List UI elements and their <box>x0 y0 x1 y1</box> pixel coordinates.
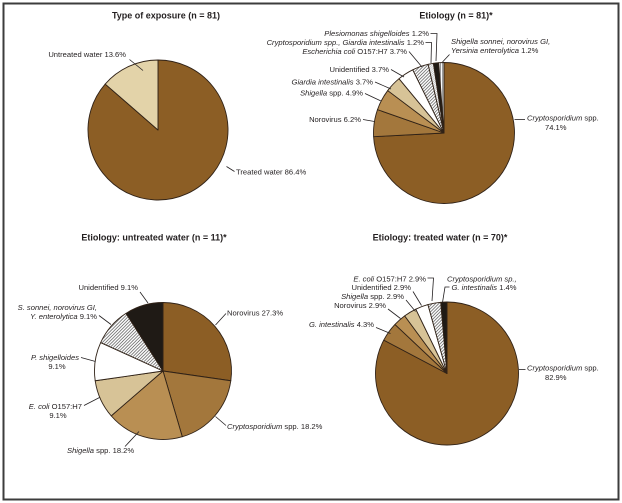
slice-label-3-6: 82.9% <box>545 373 567 382</box>
slice-label-1-3: Unidentified 3.7% <box>329 65 389 74</box>
slice-label-1-5: Shigella spp. 4.9% <box>300 89 363 98</box>
slice-label-1-2: Escherichia coli O157:H7 3.7% <box>302 47 407 56</box>
slice-label-2-5: Cryptosporidium spp. 18.2% <box>227 422 323 431</box>
pie-chart-type-of-exposure: Type of exposure (n = 81) Untreated wate… <box>48 11 306 201</box>
slice-label-2-6: Norovirus 27.3% <box>227 309 283 318</box>
leader-line-3-1 <box>412 291 422 306</box>
pie-slice-2-1 <box>162 370 232 438</box>
pie-slice-0-1 <box>104 59 159 131</box>
slice-label-3-0: E. coli O157:H7 2.9% <box>353 275 426 284</box>
pie-slice-1-8 <box>438 62 445 134</box>
slice-label-2-0: Unidentified 9.1% <box>78 283 138 292</box>
leader-line-3-0 <box>427 277 434 302</box>
pie-slice-3-6 <box>440 301 448 374</box>
leader-line-3-4 <box>375 327 391 334</box>
chart-title-type-of-exposure: Type of exposure (n = 81) <box>112 11 220 21</box>
leader-line-2-5 <box>215 416 227 426</box>
leader-line-1-7 <box>442 54 450 63</box>
slice-label-2-4: Shigella spp. 18.2% <box>67 446 134 455</box>
slice-label-2-3: E. coli O157:H7 <box>29 402 82 411</box>
slice-label-0-0: Untreated water 13.6% <box>48 50 126 59</box>
leader-line-3-3 <box>387 308 401 319</box>
chart-title-etiology-untreated: Etiology: untreated water (n = 11)* <box>81 233 227 243</box>
leader-line-1-2 <box>408 51 423 68</box>
slice-label-3-5: Cryptosporidium sp., <box>447 275 517 284</box>
slice-label-1-8: 74.1% <box>545 123 567 132</box>
leader-line-2-6 <box>215 313 227 326</box>
leader-line-1-3 <box>390 69 405 78</box>
pie-slice-2-2 <box>110 370 183 440</box>
slice-label-3-4: G. intestinalis 4.3% <box>309 320 374 329</box>
slice-label-3-5: G. intestinalis 1.4% <box>452 283 517 292</box>
pie-slice-2-0 <box>162 302 232 382</box>
leader-line-2-2 <box>80 357 96 362</box>
leader-line-0-1 <box>226 166 235 172</box>
slice-label-1-6: Norovirus 6.2% <box>309 115 361 124</box>
pie-chart-etiology-untreated: Etiology: untreated water (n = 11)* Unid… <box>18 233 323 456</box>
slice-label-2-2: P. shigelloides <box>31 353 79 362</box>
pie-chart-etiology-all: Etiology (n = 81)* Plesiomonas shigelloi… <box>267 11 599 204</box>
leader-line-1-1 <box>425 42 432 64</box>
leader-line-2-0 <box>139 291 149 304</box>
pie-chart-etiology-treated: Etiology: treated water (n = 70)* E. col… <box>309 233 599 446</box>
slice-label-1-0: Plesiomonas shigelloides 1.2% <box>324 29 429 38</box>
slice-label-2-2: 9.1% <box>48 362 66 371</box>
slice-label-2-1: Y. enterolytica 9.1% <box>30 312 97 321</box>
leader-line-2-3 <box>83 397 100 406</box>
slice-label-1-8: Cryptosporidium spp. <box>527 114 599 123</box>
chart-title-etiology-treated: Etiology: treated water (n = 70)* <box>373 233 508 243</box>
leader-line-3-2 <box>405 299 416 312</box>
chart-title-etiology-all: Etiology (n = 81)* <box>419 11 493 21</box>
slice-label-3-1: Unidentified 2.9% <box>351 283 411 292</box>
leader-line-0-0 <box>129 59 144 71</box>
slice-label-3-2: Shigella spp. 2.9% <box>341 292 404 301</box>
slice-label-1-4: Giardia intestinalis 3.7% <box>292 78 374 87</box>
pie-slice-2-6 <box>125 302 164 372</box>
leader-line-2-1 <box>98 315 112 325</box>
leader-line-1-5 <box>364 93 382 102</box>
slice-label-2-3: 9.1% <box>49 411 67 420</box>
slice-label-0-1: Treated water 86.4% <box>236 168 306 177</box>
leader-line-2-4 <box>124 431 140 447</box>
slice-label-3-6: Cryptosporidium spp. <box>527 364 599 373</box>
leader-line-1-6 <box>362 119 375 122</box>
slice-label-1-1: Cryptosporidium spp., Giardia intestinal… <box>267 38 425 47</box>
slice-label-1-7: Shigella sonnei, norovirus GI, <box>451 37 550 46</box>
leader-line-1-4 <box>374 81 392 90</box>
slice-label-1-7: Yersinia enterolytica 1.2% <box>451 46 539 55</box>
leader-line-1-0 <box>430 33 438 62</box>
leader-line-3-5 <box>442 286 450 303</box>
slice-label-2-1: S. sonnei, norovirus GI, <box>18 303 97 312</box>
slice-label-3-3: Norovirus 2.9% <box>334 301 386 310</box>
